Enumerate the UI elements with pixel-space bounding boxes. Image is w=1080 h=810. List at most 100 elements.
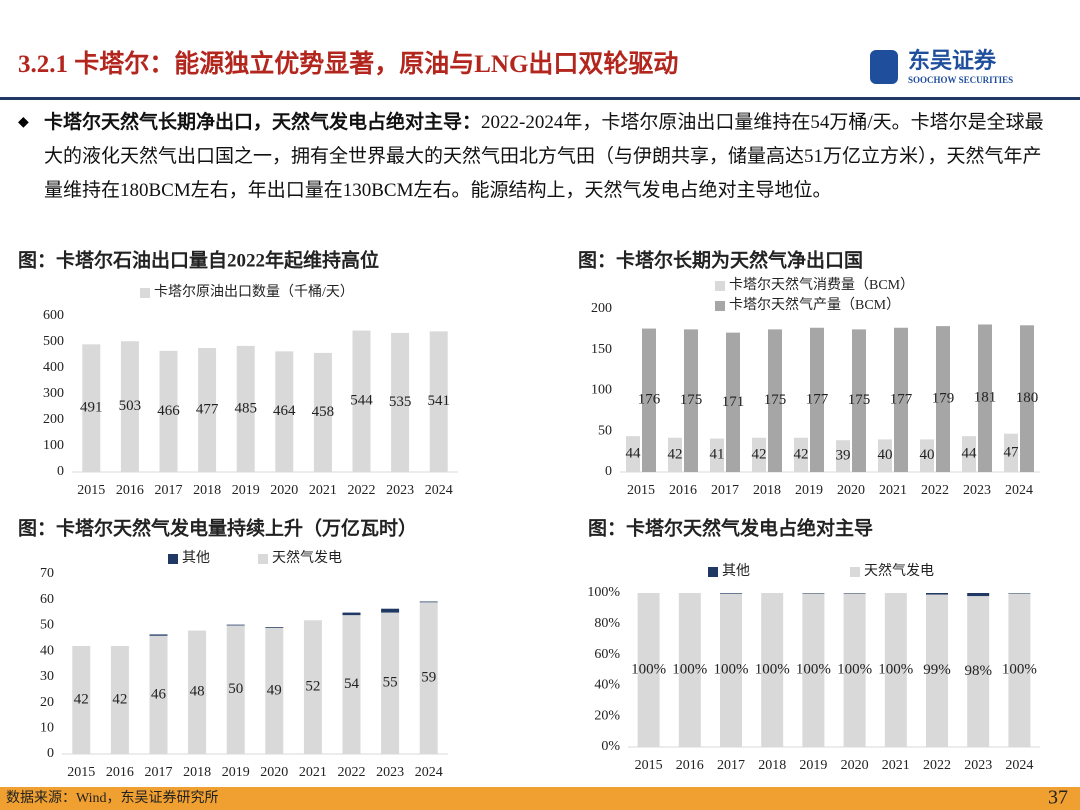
bar-segment — [761, 593, 784, 747]
bullet-body: 2022-2024年，卡塔尔原油出口量维持在54万桶/天。卡塔尔是全球最大的液化… — [44, 112, 1044, 201]
data-label: 47 — [1004, 444, 1020, 460]
y-tick-label: 50 — [40, 618, 54, 633]
bar-segment — [381, 612, 400, 754]
data-label: 100% — [1002, 662, 1037, 678]
footer-source: 数据来源：Wind，东吴证券研究所 — [6, 790, 219, 806]
bar — [726, 332, 740, 472]
bar-segment — [342, 612, 361, 616]
bar — [313, 352, 332, 472]
y-tick-label: 70 — [40, 566, 54, 581]
x-tick-label: 2019 — [222, 765, 250, 780]
x-tick-label: 2021 — [879, 483, 907, 498]
bar-segment — [678, 593, 701, 747]
page-number: 37 — [1048, 787, 1068, 809]
bar — [429, 331, 448, 472]
legend-swatch — [708, 567, 718, 577]
data-label: 179 — [932, 390, 955, 406]
data-label: 59 — [421, 670, 436, 686]
x-tick-label: 2016 — [116, 483, 144, 498]
x-tick-label: 2024 — [1005, 483, 1033, 498]
bar — [159, 350, 178, 472]
bar-segment — [303, 620, 322, 754]
legend-label: 其他 — [722, 563, 750, 579]
data-label: 180 — [1016, 390, 1039, 406]
bar — [1020, 325, 1034, 472]
bar-segment — [72, 646, 91, 754]
legend-swatch — [715, 281, 725, 291]
y-tick-label: 10 — [40, 721, 54, 736]
data-label: 41 — [710, 447, 725, 463]
y-tick-label: 0 — [605, 464, 612, 479]
bar — [236, 345, 255, 472]
legend-swatch — [258, 554, 268, 564]
legend-swatch — [715, 301, 725, 311]
bar-segment — [802, 593, 825, 747]
x-tick-label: 2018 — [758, 758, 786, 773]
data-label: 175 — [680, 392, 703, 408]
data-label: 52 — [305, 679, 320, 695]
data-label: 535 — [389, 394, 412, 410]
bar — [120, 341, 139, 472]
legend-label: 天然气发电 — [272, 549, 342, 566]
data-label: 40 — [920, 447, 935, 463]
bar-segment — [967, 593, 990, 597]
x-tick-label: 2017 — [711, 483, 739, 498]
bar — [978, 324, 992, 472]
y-tick-label: 80% — [594, 616, 620, 631]
x-tick-label: 2020 — [841, 758, 869, 773]
data-label: 44 — [962, 446, 978, 462]
x-tick-label: 2022 — [921, 483, 949, 498]
y-tick-label: 20% — [594, 708, 620, 723]
bar — [810, 327, 824, 472]
bar — [391, 332, 410, 472]
slide-title: 3.2.1 卡塔尔：能源独立优势显著，原油与LNG出口双轮驱动 — [18, 51, 679, 78]
bar-segment — [226, 625, 245, 754]
bar — [794, 437, 808, 472]
bar-segment — [110, 646, 129, 754]
legend-label: 卡塔尔天然气消费量（BCM） — [729, 276, 914, 293]
y-tick-label: 0 — [47, 746, 54, 761]
bar-segment — [884, 593, 907, 747]
bar — [626, 436, 640, 472]
y-tick-label: 30 — [40, 669, 54, 684]
legend-label: 其他 — [182, 550, 210, 566]
data-label: 176 — [638, 392, 661, 408]
bar-segment — [265, 627, 284, 628]
data-label: 42 — [668, 446, 683, 462]
data-label: 50 — [228, 681, 243, 697]
x-tick-label: 2019 — [232, 483, 260, 498]
y-tick-label: 20 — [40, 695, 54, 710]
legend-swatch — [140, 288, 150, 298]
y-tick-label: 500 — [43, 334, 64, 349]
y-tick-label: 60 — [40, 592, 54, 607]
data-label: 458 — [312, 404, 335, 420]
data-label: 100% — [672, 661, 707, 677]
data-label: 39 — [836, 448, 851, 464]
x-tick-label: 2015 — [635, 758, 663, 773]
data-label: 175 — [848, 392, 871, 408]
bar-segment — [265, 628, 284, 754]
x-tick-label: 2024 — [425, 483, 453, 498]
bar — [642, 328, 656, 472]
y-tick-label: 50 — [598, 423, 612, 438]
data-label: 181 — [974, 390, 997, 406]
legend-label: 天然气发电 — [864, 562, 934, 579]
x-tick-label: 2020 — [837, 483, 865, 498]
data-label: 177 — [890, 391, 913, 407]
header-rule — [0, 97, 1080, 100]
bar-segment — [843, 593, 866, 747]
x-tick-label: 2015 — [627, 483, 655, 498]
bar — [768, 329, 782, 472]
y-tick-label: 200 — [591, 301, 612, 316]
data-label: 177 — [806, 391, 829, 407]
x-tick-label: 2015 — [77, 483, 105, 498]
x-tick-label: 2017 — [145, 765, 173, 780]
x-tick-label: 2019 — [799, 758, 827, 773]
x-tick-label: 2020 — [270, 483, 298, 498]
chart-title: 图：卡塔尔天然气发电占绝对主导 — [588, 516, 873, 539]
data-label: 42 — [752, 446, 767, 462]
bar — [82, 344, 101, 472]
bar — [752, 437, 766, 472]
